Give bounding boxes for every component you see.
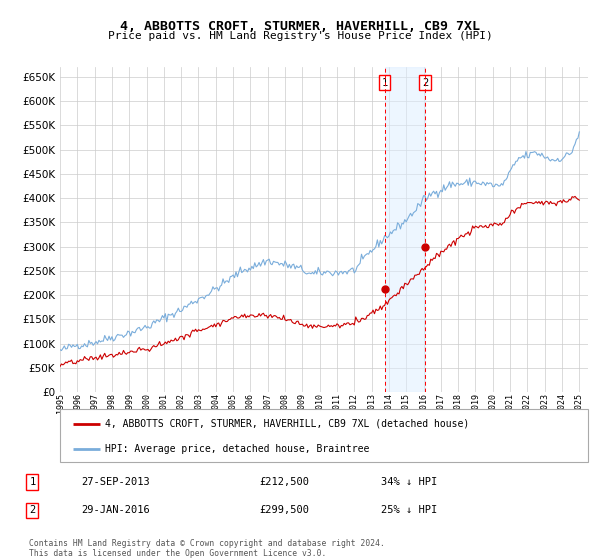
Text: 27-SEP-2013: 27-SEP-2013 xyxy=(81,477,150,487)
Text: 4, ABBOTTS CROFT, STURMER, HAVERHILL, CB9 7XL: 4, ABBOTTS CROFT, STURMER, HAVERHILL, CB… xyxy=(120,20,480,32)
Text: 1: 1 xyxy=(29,477,35,487)
FancyBboxPatch shape xyxy=(60,409,588,462)
Text: 2: 2 xyxy=(422,78,428,88)
Text: 2: 2 xyxy=(29,506,35,516)
Text: 1: 1 xyxy=(382,78,388,88)
Text: 29-JAN-2016: 29-JAN-2016 xyxy=(81,506,150,516)
Text: £299,500: £299,500 xyxy=(260,506,310,516)
Bar xyxy=(385,67,425,392)
Text: 4, ABBOTTS CROFT, STURMER, HAVERHILL, CB9 7XL (detached house): 4, ABBOTTS CROFT, STURMER, HAVERHILL, CB… xyxy=(105,419,469,429)
Text: 25% ↓ HPI: 25% ↓ HPI xyxy=(380,506,437,516)
Text: £212,500: £212,500 xyxy=(260,477,310,487)
Text: 34% ↓ HPI: 34% ↓ HPI xyxy=(380,477,437,487)
Text: HPI: Average price, detached house, Braintree: HPI: Average price, detached house, Brai… xyxy=(105,444,369,454)
Text: Price paid vs. HM Land Registry's House Price Index (HPI): Price paid vs. HM Land Registry's House … xyxy=(107,31,493,41)
Text: Contains HM Land Registry data © Crown copyright and database right 2024.
This d: Contains HM Land Registry data © Crown c… xyxy=(29,539,385,558)
